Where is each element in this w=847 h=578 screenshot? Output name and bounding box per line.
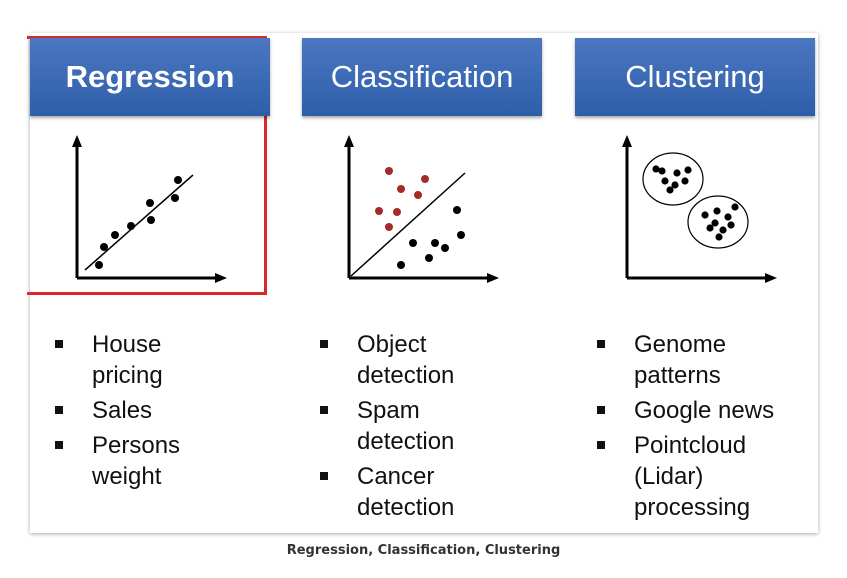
class-a-points [375,167,429,231]
regression-list: House pricing Sales Persons weight [55,329,180,496]
cluster-boundary-1 [642,152,704,206]
list-item: Sales [55,395,180,426]
class-b-points [397,206,465,269]
list-item: Object detection [320,329,507,391]
regression-plot [72,135,227,283]
figure-caption: Regression, Classification, Clustering [286,543,561,558]
list-item: Google news [597,395,794,426]
list-item: Genome patterns [597,329,794,391]
clustering-header: Clustering [575,38,815,116]
classification-list: Object detection Spam detection Cancer d… [320,329,507,527]
list-item: Cancer detection [320,461,507,523]
regression-points [95,176,182,269]
list-item: House pricing [55,329,180,391]
clustering-plot [622,135,777,283]
decision-boundary [350,172,466,277]
regression-line [84,174,194,271]
cluster-boundary-2 [687,195,749,249]
regression-header: Regression [30,38,270,116]
cluster-2-points [701,203,739,241]
selection-highlight [27,36,267,295]
list-item: Persons weight [55,430,180,492]
list-item: Pointcloud (Lidar) processing [597,430,794,523]
classification-plot [344,135,499,283]
cluster-1-points [652,165,692,194]
classification-header: Classification [302,38,542,116]
figure-card: Regression House pricing Sales Persons w… [27,33,818,533]
clustering-list: Genome patterns Google news Pointcloud (… [597,329,794,527]
list-item: Spam detection [320,395,507,457]
